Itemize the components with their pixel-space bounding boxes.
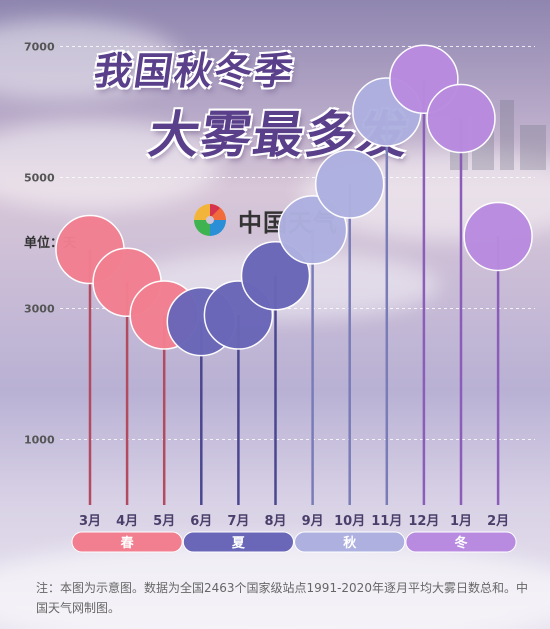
x-tick-label: 1月 (450, 514, 472, 529)
season-band (182, 531, 294, 553)
skyline-decoration (520, 125, 546, 170)
x-tick-label: 11月 (371, 514, 402, 529)
season-label: 秋 (343, 535, 357, 551)
x-tick-label: 3月 (79, 514, 101, 529)
x-tick-label: 6月 (190, 514, 212, 529)
skyline-decoration (500, 100, 514, 170)
brand-logo-icon (194, 204, 226, 236)
x-tick-label: 8月 (264, 514, 286, 529)
footnote: 注：本图为示意图。数据为全国2463个国家级站点1991-2020年逐月平均大雾… (36, 581, 528, 615)
x-tick-label: 7月 (227, 514, 249, 529)
y-tick-label: 3000 (24, 303, 55, 316)
x-tick-label: 9月 (302, 514, 324, 529)
y-tick-label: 1000 (24, 434, 55, 447)
y-tick-label: 7000 (24, 41, 55, 54)
x-tick-label: 10月 (334, 514, 365, 529)
season-band (405, 531, 517, 553)
cloud-decoration (0, 120, 220, 210)
cloud-decoration (0, 540, 550, 629)
x-tick-label: 5月 (153, 514, 175, 529)
lollipop-head (426, 83, 496, 154)
season-label: 夏 (231, 536, 246, 551)
y-tick-label: 5000 (24, 172, 55, 185)
season-label: 冬 (454, 535, 467, 551)
x-tick-label: 2月 (487, 514, 509, 529)
season-band (71, 531, 183, 553)
x-tick-label: 4月 (116, 514, 138, 529)
lollipop-head (277, 195, 348, 265)
lollipop-head (314, 149, 385, 219)
lollipop-head (240, 241, 311, 311)
season-band (294, 531, 406, 553)
x-tick-label: 12月 (408, 514, 439, 529)
lollipop-head (463, 201, 533, 272)
season-label: 春 (120, 535, 135, 551)
